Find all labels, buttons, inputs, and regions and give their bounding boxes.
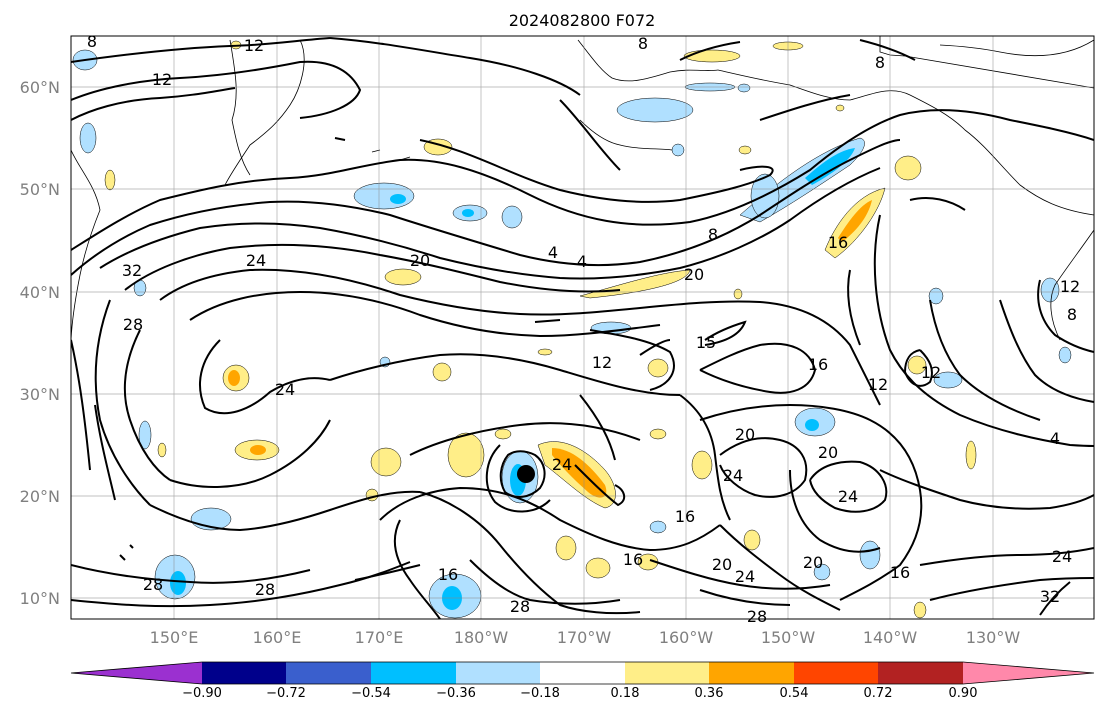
longitude-labels: 150°E 160°E 170°E 180°W 170°W 160°W 150°… xyxy=(150,628,1021,647)
colorbar-segment xyxy=(540,662,625,684)
contour-label: 24 xyxy=(552,455,572,474)
colorbar-tick-label: 0.90 xyxy=(949,686,978,701)
lat-label: 20°N xyxy=(20,487,60,506)
contour-label: 16 xyxy=(623,550,643,569)
contour-label: 20 xyxy=(410,251,430,270)
colorbar-tick-label: −0.36 xyxy=(436,686,476,701)
contour-label: 20 xyxy=(818,443,838,462)
lon-label: 160°W xyxy=(659,628,714,647)
contour-label: 24 xyxy=(275,380,295,399)
contour-label: 20 xyxy=(803,553,823,572)
lon-label: 180°W xyxy=(454,628,509,647)
contour-label: 16 xyxy=(890,563,910,582)
contour-label: 20 xyxy=(735,425,755,444)
lat-label: 10°N xyxy=(20,589,60,608)
colorbar-segment xyxy=(709,662,794,684)
lat-label: 30°N xyxy=(20,385,60,404)
contour-label: 28 xyxy=(255,580,275,599)
contour-label: 20 xyxy=(712,555,732,574)
contour-label: 4 xyxy=(1050,429,1060,448)
contour-label: 24 xyxy=(735,567,755,586)
contour-label: 24 xyxy=(723,466,743,485)
colorbar-tick-label: −0.54 xyxy=(351,686,391,701)
contour-label: 24 xyxy=(838,487,858,506)
contour-label: 28 xyxy=(143,575,163,594)
contour-label: 28 xyxy=(747,607,767,626)
lat-label: 60°N xyxy=(20,78,60,97)
colorbar-segment xyxy=(286,662,371,684)
contour-label: 28 xyxy=(123,315,143,334)
lat-label: 40°N xyxy=(20,283,60,302)
colorbar-outline xyxy=(70,661,1095,685)
storm-center-marker xyxy=(517,465,535,483)
contour-label: 8 xyxy=(87,32,97,51)
colorbar-tick-label: −0.18 xyxy=(520,686,560,701)
contour-label: 4 xyxy=(548,243,558,262)
colorbar-segment xyxy=(963,662,1094,684)
contour-label: 12 xyxy=(921,363,941,382)
lon-label: 160°E xyxy=(253,628,302,647)
contour-label: 4 xyxy=(577,252,587,271)
grid-lines xyxy=(71,36,1094,619)
contour-label: 32 xyxy=(1040,587,1060,606)
contour-label: 8 xyxy=(638,34,648,53)
contour-label: 12 xyxy=(244,36,264,55)
colorbar-tick-label: −0.72 xyxy=(266,686,306,701)
lon-label: 150°E xyxy=(150,628,199,647)
colorbar-segment xyxy=(794,662,878,684)
colorbar-tick-label: 0.72 xyxy=(864,686,893,701)
lon-label: 170°E xyxy=(355,628,404,647)
contour-label: 15 xyxy=(696,333,716,352)
colorbar-segment xyxy=(71,662,202,684)
colorbar-segment xyxy=(456,662,540,684)
contour-label: 28 xyxy=(510,597,530,616)
contour-label: 8 xyxy=(1067,305,1077,324)
contour-label: 24 xyxy=(1052,547,1072,566)
contour-label: 16 xyxy=(675,507,695,526)
lon-label: 140°W xyxy=(863,628,918,647)
colorbar-tick-label: −0.90 xyxy=(182,686,222,701)
contour-fragments xyxy=(119,137,561,561)
colorbar-ticks: −0.90 −0.72 −0.54 −0.36 −0.18 0.18 0.36 … xyxy=(182,686,977,701)
lat-label: 50°N xyxy=(20,180,60,199)
latitude-labels: 60°N 50°N 40°N 30°N 20°N 10°N xyxy=(20,78,60,608)
colorbar-segment xyxy=(878,662,963,684)
contour-label: 16 xyxy=(828,233,848,252)
contour-label: 12 xyxy=(592,353,612,372)
colorbar-tick-label: 0.54 xyxy=(780,686,809,701)
contour-label: 12 xyxy=(868,375,888,394)
contour-label: 8 xyxy=(708,225,718,244)
contour-label: 12 xyxy=(1060,277,1080,296)
contour-label: 16 xyxy=(808,355,828,374)
contour-label-group: 8 12 8 8 12 32 28 24 20 4 4 8 20 16 12 1… xyxy=(87,32,1080,626)
map-area xyxy=(71,36,1094,619)
colorbar-segment xyxy=(202,662,286,684)
lon-label: 130°W xyxy=(966,628,1021,647)
contour-label: 24 xyxy=(246,251,266,270)
contour-lines xyxy=(71,37,1094,619)
contour-label: 16 xyxy=(438,565,458,584)
lon-label: 170°W xyxy=(557,628,612,647)
colorbar-tick-label: 0.18 xyxy=(611,686,640,701)
contour-label: 8 xyxy=(875,53,885,72)
colorbar-tick-label: 0.36 xyxy=(695,686,724,701)
contour-label: 20 xyxy=(684,265,704,284)
contour-label: 32 xyxy=(122,261,142,280)
contour-label: 12 xyxy=(152,70,172,89)
colorbar-segment xyxy=(625,662,709,684)
map-frame xyxy=(70,35,1095,620)
lon-label: 150°W xyxy=(761,628,816,647)
colorbar xyxy=(70,661,1095,685)
colorbar-segment xyxy=(371,662,456,684)
map-title: 2024082800 F072 xyxy=(509,11,656,30)
